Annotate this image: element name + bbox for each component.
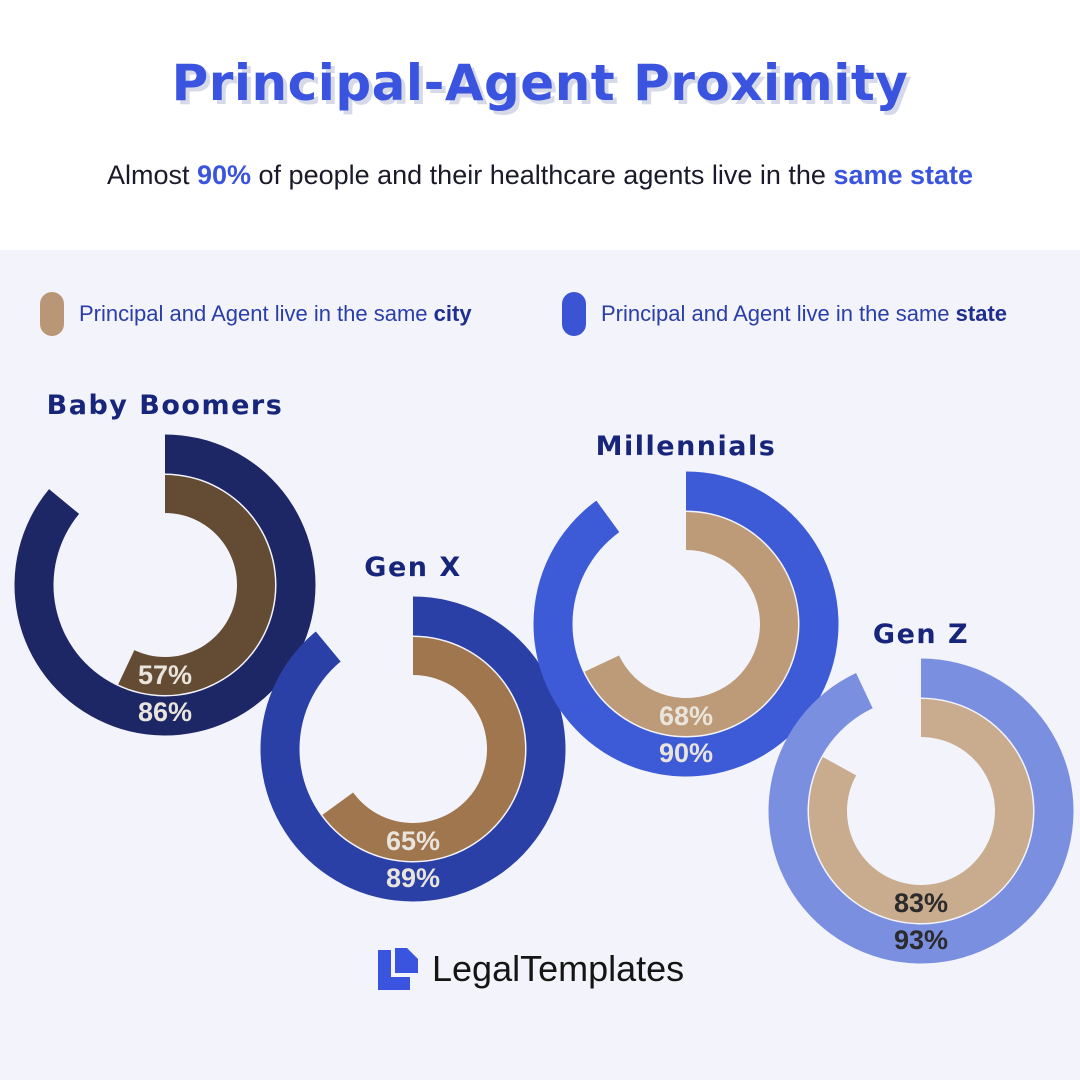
- state-value-label-millennials: 90%: [659, 738, 713, 768]
- subtitle-percentage: 90%: [196, 160, 252, 190]
- legend-item-city: Principal and Agent live in the same cit…: [40, 291, 472, 337]
- category-label-baby-boomers: Baby Boomers: [47, 390, 284, 421]
- category-label-gen-x: Gen X: [364, 552, 461, 583]
- subtitle-prefix: Almost: [106, 160, 197, 190]
- document-l-icon: [378, 948, 418, 990]
- state-value-label-gen-x: 89%: [386, 863, 440, 893]
- legend-label-state: Principal and Agent live in the same sta…: [601, 301, 1008, 326]
- category-label-millennials: Millennials: [596, 431, 777, 462]
- subtitle-middle: of people and their healthcare agents li…: [251, 160, 834, 190]
- legend-item-state: Principal and Agent live in the same sta…: [562, 291, 1007, 337]
- city-ring-baby-boomers: [118, 475, 275, 695]
- city-ring-gen-z: [809, 699, 1033, 923]
- legend-label-city: Principal and Agent live in the same cit…: [79, 301, 472, 326]
- page-subtitle: Almost 90% of people and their healthcar…: [0, 160, 1080, 191]
- category-label-gen-z: Gen Z: [873, 619, 969, 650]
- page-title: Principal-Agent Proximity: [171, 54, 909, 112]
- subtitle-highlight: same state: [833, 160, 974, 190]
- city-ring-millennials: [584, 512, 798, 737]
- header-panel: Principal-Agent Proximity Almost 90% of …: [0, 0, 1080, 250]
- city-value-label-gen-z: 83%: [894, 888, 948, 918]
- legend-swatch-state: [562, 292, 586, 336]
- state-value-label-gen-z: 93%: [894, 925, 948, 955]
- city-value-label-gen-x: 65%: [386, 826, 440, 856]
- legend-swatch-city: [40, 292, 64, 336]
- city-value-label-millennials: 68%: [659, 701, 713, 731]
- brand-logo: LegalTemplates: [378, 945, 684, 993]
- city-value-label-baby-boomers: 57%: [138, 660, 192, 690]
- state-value-label-baby-boomers: 86%: [138, 697, 192, 727]
- city-ring-gen-x: [322, 637, 525, 862]
- brand-name: LegalTemplates: [432, 948, 685, 989]
